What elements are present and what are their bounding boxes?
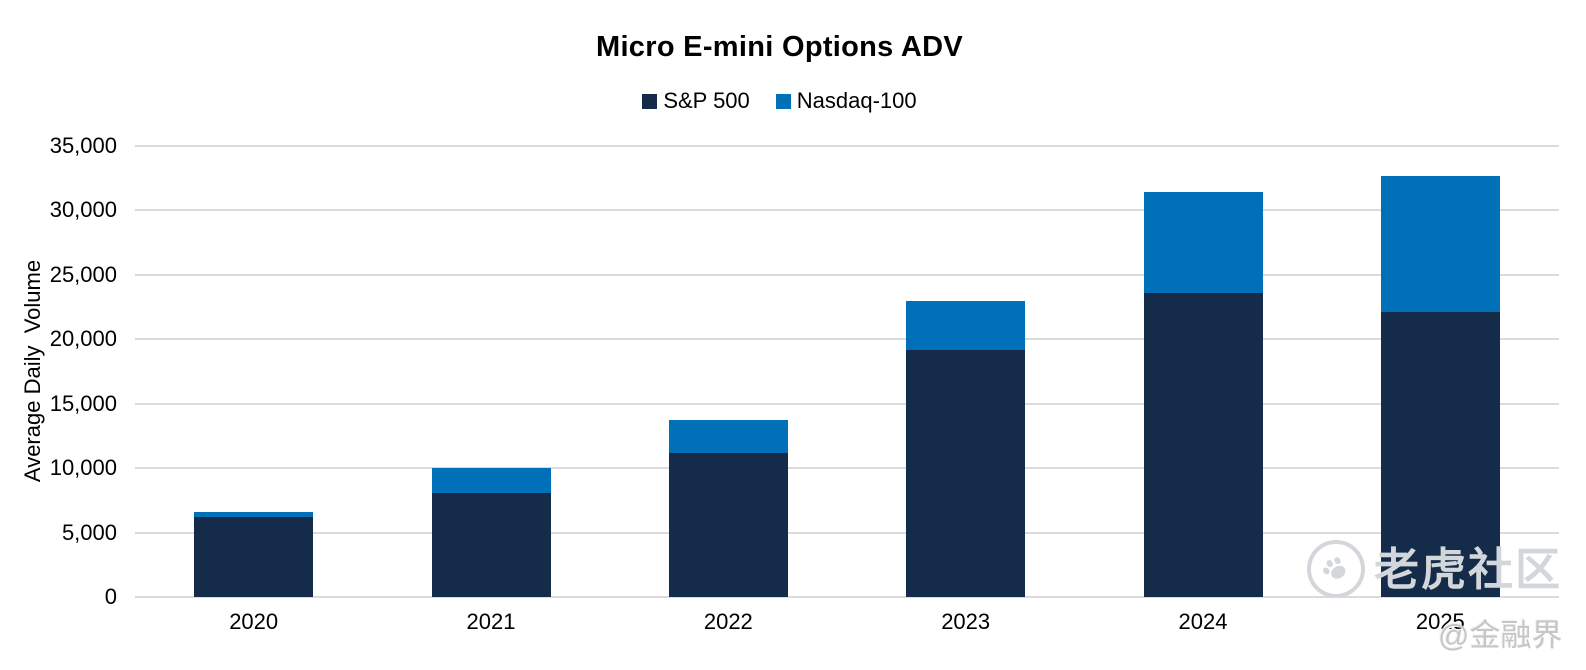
bar-segment-2024-s-p-500 — [1143, 292, 1263, 597]
legend-item-nasdaq100: Nasdaq-100 — [775, 88, 917, 114]
y-tick-label-0: 0 — [104, 584, 117, 609]
chart-title: Micro E-mini Options ADV — [595, 31, 964, 63]
bar-stack-2021 — [431, 468, 551, 597]
gridline-30000 — [135, 209, 1559, 212]
watermark-tiger-community: 老虎社区 — [1307, 540, 1562, 598]
y-axis-tick-labels: 0 5,000 10,000 15,000 20,000 25,000 30,000 35,0… — [0, 133, 117, 609]
y-tick-label-35000: 35,000 — [49, 133, 117, 158]
bar-segment-2023-s-p-500 — [906, 349, 1026, 597]
legend: S&P 500 Nasdaq-100 — [135, 88, 1424, 114]
legend-label-sp500: S&P 500 — [663, 88, 750, 113]
bar-segment-2023-nasdaq-100 — [906, 300, 1026, 350]
gridline-25000 — [135, 273, 1559, 276]
y-tick-label-15000: 15,000 — [49, 390, 117, 416]
legend-label-nasdaq100: Nasdaq-100 — [796, 88, 917, 113]
legend-swatch-nasdaq100 — [775, 93, 791, 109]
tiger-paw-logo-icon — [1307, 540, 1365, 598]
y-tick-label-10000: 10,000 — [49, 455, 117, 481]
x-axis-label-2020: 2020 — [229, 609, 279, 634]
x-axis-label-2025: 2025 — [1415, 609, 1465, 634]
bar-segment-2025-s-p-500 — [1380, 312, 1500, 597]
x-axis-label-2021: 2021 — [466, 609, 516, 634]
bar-stack-2020 — [194, 511, 314, 597]
gridline-0 — [135, 596, 1559, 598]
x-axis-label-2023: 2023 — [941, 609, 991, 634]
bar-stack-2024 — [1143, 192, 1263, 597]
bar-segment-2020-s-p-500 — [194, 517, 314, 597]
bar-stack-2023 — [906, 300, 1026, 597]
gridline-15000 — [135, 402, 1559, 405]
legend-swatch-sp500 — [642, 93, 658, 109]
y-tick-label-5000: 5,000 — [61, 519, 117, 545]
x-axis-label-2024: 2024 — [1178, 609, 1228, 634]
bar-segment-2021-s-p-500 — [431, 492, 551, 597]
watermark-source-text: @金融界 — [1438, 618, 1563, 653]
bar-segment-2022-nasdaq-100 — [668, 420, 788, 453]
bar-segment-2022-s-p-500 — [668, 452, 788, 597]
bar-segment-2021-nasdaq-100 — [431, 468, 551, 493]
y-tick-label-20000: 20,000 — [49, 326, 117, 352]
plot-area: 2020 2021 2022 2023 2024 2025 — [135, 145, 1559, 634]
legend-item-sp500: S&P 500 — [642, 88, 750, 114]
bar-stack-2022 — [668, 420, 788, 597]
bar-segment-2020-nasdaq-100 — [194, 511, 314, 518]
bar-stack-2025 — [1380, 175, 1500, 597]
gridline-20000 — [135, 338, 1559, 341]
watermark-community-text: 老虎社区 — [1374, 543, 1563, 595]
gridline-10000 — [135, 467, 1559, 470]
x-axis-label-2022: 2022 — [703, 609, 753, 634]
gridline-35000 — [135, 145, 1559, 147]
y-tick-label-30000: 30,000 — [49, 197, 117, 223]
gridline-5000 — [135, 531, 1559, 534]
bar-segment-2024-nasdaq-100 — [1143, 192, 1263, 293]
y-tick-label-25000: 25,000 — [49, 261, 117, 287]
bar-segment-2025-nasdaq-100 — [1380, 175, 1500, 313]
